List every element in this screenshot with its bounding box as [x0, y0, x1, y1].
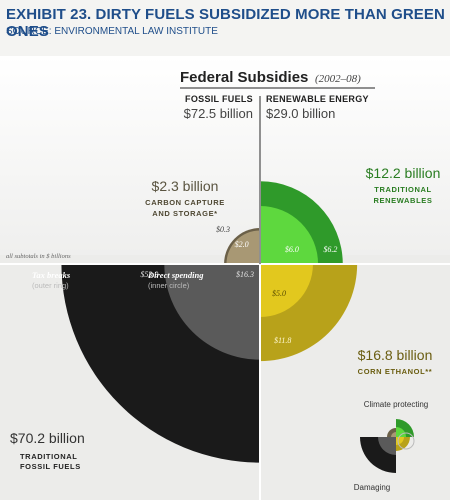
- renew-total-label: $12.2 billion: [366, 165, 441, 181]
- group-renew-name: RENEWABLE ENERGY: [266, 94, 369, 104]
- units-note: all subtotals in $ billions: [6, 253, 71, 260]
- exhibit-source: SOURCE: ENVIRONMENTAL LAW INSTITUTE: [6, 26, 218, 37]
- ccs-total-label: $2.3 billion: [152, 178, 219, 194]
- exhibit-title: EXHIBIT 23. DIRTY FUELS SUBSIDIZED MORE …: [6, 6, 445, 40]
- key-top-label: Climate protecting: [364, 400, 428, 409]
- legend-inner-sub: (inner circle): [148, 281, 190, 290]
- group-fossil-total: $72.5 billion: [184, 106, 253, 121]
- key-bottom-label: Damaging: [354, 483, 390, 492]
- legend-outer-sub: (outer ring): [32, 281, 69, 290]
- key-brown-inner: [391, 432, 396, 437]
- value-label-outer-1: $0.3: [216, 225, 230, 234]
- fossil-name-line2: FOSSIL FUELS: [20, 462, 81, 471]
- value-label-inner-3: $5.0: [272, 289, 286, 298]
- group-fossil-name: FOSSIL FUELS: [185, 94, 253, 104]
- fossil-total-label: $70.2 billion: [10, 430, 85, 446]
- group-renew-total: $29.0 billion: [266, 106, 335, 121]
- quadrant-key-icon: [360, 419, 415, 473]
- wedge-inner-0: [164, 264, 260, 360]
- renew-name-line1: TRADITIONAL: [374, 185, 431, 194]
- value-label-outer-3: $11.8: [274, 336, 291, 345]
- ccs-name-line1: CARBON CAPTURE: [145, 198, 225, 207]
- legend-inner-label: Direct spending: [147, 270, 204, 280]
- value-label-outer-0: $53.9: [140, 270, 158, 279]
- key-green-inner: [396, 427, 406, 437]
- value-label-outer-2: $6.2: [323, 245, 337, 254]
- value-label-inner-1: $2.0: [235, 240, 249, 249]
- chart-period: (2002–08): [315, 73, 361, 85]
- ccs-name-line2: AND STORAGE*: [152, 209, 217, 218]
- ethanol-total-label: $16.8 billion: [358, 347, 433, 363]
- value-label-inner-2: $6.0: [285, 245, 299, 254]
- value-label-inner-0: $16.3: [236, 270, 254, 279]
- wedge-inner-2: [260, 205, 319, 264]
- renew-name-line2: RENEWABLES: [374, 196, 433, 205]
- wedge-layer: $53.9 $16.3 $0.3 $2.0 $6.2 $6.0 $11.8 $5.0: [61, 181, 358, 463]
- wedge-inner-3: [260, 264, 313, 317]
- chart-title: Federal Subsidies: [180, 69, 308, 86]
- wedge-inner-1: [226, 230, 260, 264]
- ethanol-name-line1: CORN ETHANOL**: [358, 367, 433, 376]
- fossil-name-line1: TRADITIONAL: [20, 452, 77, 461]
- legend-outer-label: Tax breaks: [32, 270, 71, 280]
- key-black-inner: [378, 437, 396, 455]
- key-circle: [397, 432, 415, 450]
